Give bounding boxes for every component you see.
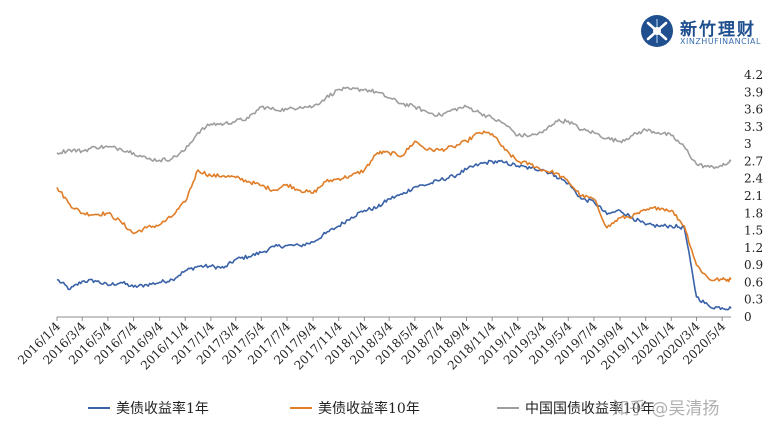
y-tick-label: 1.8 [744, 206, 763, 220]
y-tick-label: 3.6 [744, 103, 763, 117]
y-tick-label: 1.5 [744, 224, 763, 238]
series-line-2 [56, 86, 732, 170]
y-axis: 0 0.3 0.6 0.9 1.2 1.5 1.8 2.1 2.4 2.7 3 3.3 3.6 3.9 4.… [744, 68, 763, 324]
legend-swatch-cn-10y [497, 407, 519, 409]
x-axis: 2016/1/42016/3/42016/5/42016/7/42016/9/4… [15, 316, 731, 373]
series-line-1 [56, 130, 732, 283]
y-tick-label: 2.7 [744, 154, 763, 168]
legend-swatch-us-10y [290, 407, 312, 409]
y-tick-label: 0.3 [744, 293, 763, 307]
legend-item-cn-10y: 中国国债收益率10年 [497, 398, 655, 418]
logo-name-cn: 新竹理财 [680, 20, 756, 40]
watermark: 知乎 @吴清扬 [612, 399, 720, 419]
series-lines [56, 86, 732, 311]
y-tick-label: 0 [744, 310, 752, 324]
series-line-0 [56, 159, 732, 311]
y-tick-label: 2.4 [744, 172, 763, 186]
y-tick-label: 3.9 [744, 85, 763, 99]
y-tick-label: 4.2 [744, 68, 763, 82]
y-tick-label: 1.2 [744, 241, 763, 255]
legend-label-us-1y: 美债收益率1年 [116, 401, 209, 417]
legend-label-cn-10y: 中国国债收益率10年 [525, 401, 655, 417]
logo: 新竹理财 XINZHUFINANCIAL [640, 14, 775, 54]
logo-name-en: XINZHUFINANCIAL [680, 37, 761, 46]
legend-label-us-10y: 美债收益率10年 [318, 401, 420, 417]
y-tick-label: 2.1 [744, 189, 763, 203]
legend-swatch-us-1y [88, 407, 110, 409]
legend-item-us-10y: 美债收益率10年 [290, 398, 420, 418]
y-tick-label: 3.3 [744, 120, 763, 134]
legend-item-us-1y: 美债收益率1年 [88, 398, 209, 418]
y-tick-label: 0.6 [744, 275, 763, 289]
y-tick-label: 0.9 [744, 258, 763, 272]
legend: 美债收益率1年 美债收益率10年 中国国债收益率10年 [0, 398, 778, 426]
logo-mark-icon [641, 15, 673, 47]
y-tick-label: 3 [744, 137, 752, 151]
